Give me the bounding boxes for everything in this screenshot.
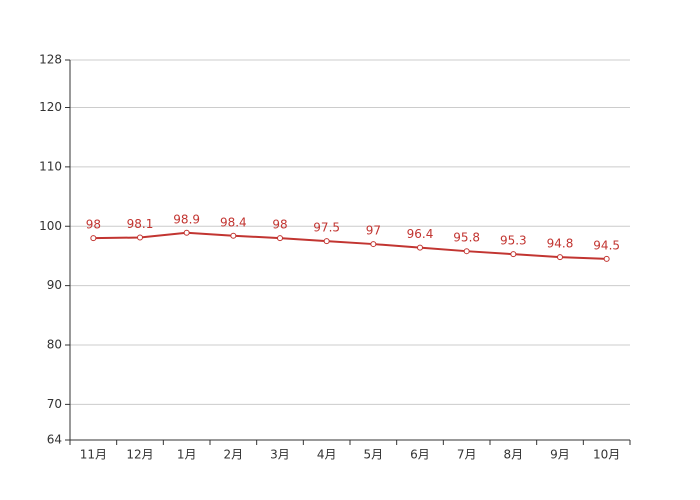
- y-tick-label: 128: [39, 53, 62, 67]
- data-label: 95.8: [453, 231, 480, 245]
- data-label: 98.4: [220, 215, 247, 229]
- data-label: 94.8: [547, 237, 574, 251]
- x-tick-label: 7月: [457, 448, 477, 462]
- y-tick-label: 110: [39, 159, 62, 173]
- y-tick-label: 70: [47, 397, 62, 411]
- x-tick-label: 4月: [317, 448, 337, 462]
- data-point: [183, 229, 190, 236]
- data-point: [323, 238, 330, 245]
- data-label: 94.5: [593, 238, 620, 252]
- data-point: [463, 248, 470, 255]
- data-label: 97: [366, 224, 381, 238]
- data-label: 97.5: [313, 221, 340, 235]
- data-point: [370, 241, 377, 248]
- data-label: 95.3: [500, 234, 527, 248]
- data-label: 98.9: [173, 212, 200, 226]
- data-label: 98: [272, 218, 287, 232]
- data-point: [277, 235, 283, 242]
- x-tick-label: 5月: [364, 448, 384, 462]
- data-point: [137, 234, 143, 241]
- data-point: [603, 255, 610, 262]
- x-tick-label: 8月: [504, 448, 524, 462]
- data-point: [510, 251, 517, 258]
- data-label: 96.4: [407, 227, 434, 241]
- data-label: 98: [86, 218, 101, 232]
- x-tick-label: 3月: [270, 448, 290, 462]
- y-tick-label: 80: [47, 338, 62, 352]
- x-tick-label: 6月: [410, 448, 430, 462]
- data-point: [90, 235, 97, 242]
- x-tick-label: 10月: [593, 448, 620, 462]
- x-tick-label: 12月: [126, 448, 153, 462]
- x-tick-label: 2月: [224, 448, 244, 462]
- x-tick-label: 11月: [80, 448, 107, 462]
- data-point: [417, 244, 423, 251]
- y-tick-label: 90: [47, 278, 62, 292]
- x-tick-label: 1月: [177, 448, 197, 462]
- y-tick-label: 64: [47, 433, 62, 447]
- y-tick-label: 100: [39, 219, 62, 233]
- data-line: [93, 231, 607, 260]
- y-tick-label: 120: [39, 100, 62, 114]
- data-label: 98.1: [127, 217, 154, 231]
- data-point: [230, 232, 237, 239]
- data-point: [557, 254, 563, 261]
- x-tick-label: 9月: [550, 448, 570, 462]
